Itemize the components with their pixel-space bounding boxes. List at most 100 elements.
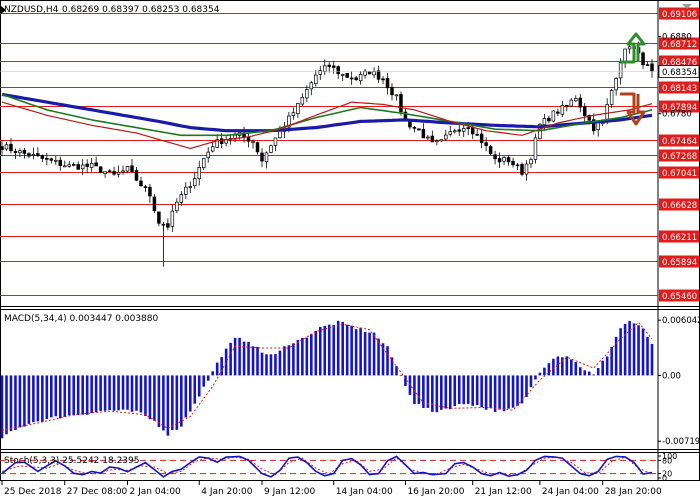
candle-body	[354, 77, 358, 81]
macd-histogram-bar	[58, 375, 62, 419]
macd-histogram-bar	[426, 375, 430, 408]
macd-histogram-bar	[220, 357, 223, 376]
candle-body	[13, 150, 18, 154]
candle-body	[309, 82, 314, 90]
macd-histogram-bar	[103, 375, 107, 411]
macd-histogram-bar	[543, 367, 546, 376]
macd-histogram-bar	[175, 375, 179, 430]
candle-body	[22, 149, 27, 154]
candle-body	[255, 142, 260, 153]
macd-axis-label: 0.00	[662, 371, 681, 381]
moving-average-line	[1, 93, 653, 137]
macd-histogram-bar	[386, 346, 389, 376]
candle-body	[318, 70, 323, 75]
macd-histogram-bar	[327, 324, 331, 376]
candle-body	[596, 122, 600, 130]
macd-histogram-bar	[318, 326, 322, 376]
moving-average-line	[1, 92, 653, 133]
candle-body	[269, 145, 273, 153]
macd-histogram-bar	[14, 375, 17, 431]
time-axis-label: 16 Jan 20:00	[407, 487, 464, 497]
macd-histogram-bar	[574, 362, 578, 376]
macd-histogram-bar	[637, 325, 640, 376]
macd-histogram-bar	[233, 337, 237, 376]
stoch-axis-label: 20	[662, 470, 672, 479]
candle-body	[493, 154, 497, 160]
stoch-axis-label: 100	[662, 452, 677, 461]
candle-body	[0, 146, 4, 150]
candle-body	[331, 65, 336, 68]
macd-histogram-bar	[404, 375, 407, 387]
price-level-label: 0.68476	[662, 58, 697, 68]
candle-body	[36, 153, 40, 157]
macd-histogram-bar	[265, 354, 268, 376]
macd-histogram-bar	[23, 375, 26, 427]
macd-histogram-bar	[444, 375, 448, 409]
macd-histogram-bar	[292, 343, 295, 376]
macd-histogram-bar	[206, 375, 210, 381]
macd-histogram-bar	[301, 337, 304, 376]
macd-histogram-bar	[475, 375, 479, 406]
candle-body	[76, 164, 80, 170]
macd-histogram-bar	[484, 375, 488, 410]
candle-body	[587, 114, 591, 121]
candle-body	[197, 167, 201, 180]
candle-body	[583, 106, 587, 117]
macd-axis-label: -0.007193	[662, 437, 700, 447]
macd-histogram-bar	[520, 375, 524, 404]
candle-body	[63, 165, 67, 168]
macd-histogram-bar	[525, 375, 528, 398]
candle-body	[210, 146, 215, 152]
macd-histogram-bar	[108, 375, 111, 411]
price-level-label: 0.67464	[662, 137, 697, 147]
macd-histogram-bar	[350, 325, 353, 376]
candle-body	[627, 46, 632, 50]
macd-histogram-bar	[148, 375, 152, 420]
candle-body	[215, 139, 219, 148]
candle-body	[278, 130, 282, 139]
price-level-label: 0.65894	[662, 258, 697, 268]
macd-histogram-bar	[251, 346, 255, 376]
macd-histogram-bar	[547, 363, 551, 376]
candle-body	[188, 186, 193, 188]
macd-histogram-bar	[363, 331, 367, 376]
macd-histogram-bar	[85, 375, 89, 415]
macd-histogram-bar	[605, 356, 609, 376]
candle-body	[4, 144, 9, 150]
macd-histogram-bar	[529, 375, 533, 388]
forecast-up-arrow	[620, 32, 646, 64]
price-axis-tick-label: 0.6880	[662, 32, 692, 42]
candle-body	[461, 127, 466, 132]
candle-body	[609, 90, 614, 105]
candle-body	[251, 141, 255, 143]
candle-body	[323, 65, 327, 72]
candle-body	[287, 115, 291, 128]
macd-histogram-bar	[377, 338, 380, 376]
candle-body	[426, 136, 430, 139]
macd-histogram-bar	[247, 341, 250, 376]
candle-body	[363, 70, 367, 76]
macd-histogram-bar	[121, 375, 125, 410]
price-level-tag	[659, 100, 699, 113]
macd-histogram-bar	[278, 350, 282, 376]
candle-body	[444, 134, 448, 140]
price-level-label: 0.67041	[662, 169, 697, 179]
price-level-label: 0.69106	[662, 10, 697, 20]
candle-body	[85, 163, 89, 167]
macd-histogram-bar	[493, 375, 497, 412]
candle-body	[511, 160, 515, 166]
candle-body	[166, 223, 170, 228]
candle-body	[103, 171, 107, 174]
price-level-tag	[659, 134, 699, 147]
candle-body	[170, 210, 175, 227]
macd-histogram-bar	[466, 375, 470, 404]
price-level-tag	[659, 81, 699, 94]
macd-histogram-bar	[448, 375, 452, 410]
candle-body	[506, 157, 511, 163]
candle-body	[399, 94, 403, 113]
candle-body	[529, 159, 533, 165]
candle-body	[58, 159, 63, 166]
candle-body	[448, 131, 453, 135]
stoch-signal-line	[1, 456, 653, 476]
candle-body	[542, 118, 547, 126]
